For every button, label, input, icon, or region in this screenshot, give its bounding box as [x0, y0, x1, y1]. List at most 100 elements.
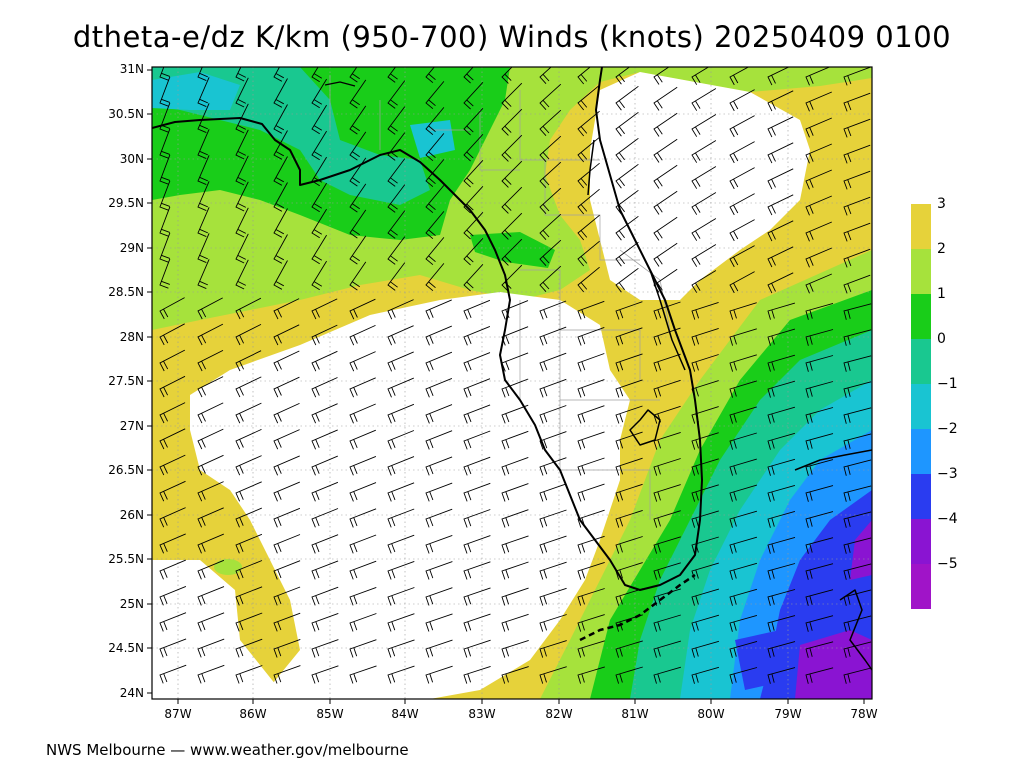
- wind-barb: [767, 641, 796, 658]
- wind-barb: [235, 533, 263, 554]
- wind-barb: [501, 108, 523, 136]
- wind-barb: [729, 271, 755, 294]
- wind-barb: [273, 182, 288, 212]
- wind-barb: [273, 78, 288, 108]
- wind-barb: [615, 215, 639, 241]
- wind-barb: [843, 381, 872, 398]
- wind-barb: [539, 135, 562, 163]
- wind-barb: [691, 380, 719, 398]
- wind-barb: [539, 265, 562, 293]
- wind-barb: [539, 352, 567, 372]
- wind-barb: [349, 183, 367, 213]
- wind-barb: [311, 534, 339, 554]
- wind-barb: [539, 239, 562, 267]
- wind-barb: [463, 535, 491, 554]
- wind-barb: [235, 207, 249, 238]
- wind-barb: [653, 67, 670, 85]
- wind-barb: [463, 107, 484, 136]
- wind-barb: [729, 354, 757, 372]
- wind-barb: [425, 263, 445, 292]
- wind-barb: [577, 300, 605, 320]
- wind-barb: [235, 612, 263, 632]
- wind-barb: [425, 613, 453, 632]
- wind-barb: [767, 458, 796, 476]
- wind-barb: [843, 144, 871, 164]
- wind-barb: [463, 185, 484, 214]
- wind-barb: [235, 323, 262, 346]
- wind-barb: [159, 258, 171, 289]
- wind-barb: [691, 536, 719, 554]
- wind-barb: [349, 639, 377, 658]
- wind-barb: [539, 587, 567, 606]
- wind-barb: [767, 90, 794, 112]
- wind-barb: [653, 536, 681, 554]
- wind-barb: [501, 352, 529, 372]
- wind-barb: [425, 81, 445, 110]
- wind-barb: [387, 665, 415, 684]
- wind-barb: [843, 511, 872, 528]
- wind-barb: [159, 454, 186, 476]
- wind-barb: [197, 67, 208, 82]
- wind-barb: [615, 431, 643, 450]
- wind-barb: [387, 560, 415, 580]
- wind-barb: [615, 327, 643, 346]
- wind-barb: [615, 353, 643, 372]
- wind-barb: [235, 560, 263, 580]
- wind-barb: [805, 355, 834, 372]
- wind-barb: [273, 560, 301, 580]
- wind-barb: [197, 376, 224, 398]
- wind-barb: [463, 211, 484, 240]
- wind-barb: [159, 585, 187, 606]
- wind-barb: [349, 298, 376, 320]
- wind-barb: [311, 508, 339, 528]
- wind-barb: [577, 67, 591, 85]
- wind-barb: [159, 349, 186, 372]
- wind-barb: [197, 323, 224, 346]
- wind-barb: [691, 432, 719, 450]
- wind-barb: [425, 133, 445, 162]
- wind-barb: [501, 300, 529, 320]
- wind-barb: [501, 134, 523, 162]
- wind-barb: [235, 297, 262, 320]
- wind-barb: [577, 110, 600, 137]
- wind-barb: [197, 259, 210, 290]
- wind-barb: [197, 233, 210, 264]
- wind-barb: [235, 155, 249, 186]
- wind-barb: [425, 351, 453, 372]
- wind-barb: [729, 640, 758, 658]
- lat-label: 29.5N: [108, 196, 144, 210]
- wind-barb: [349, 131, 367, 161]
- wind-barb: [767, 246, 794, 268]
- wind-barb: [463, 639, 491, 658]
- wind-barb: [159, 76, 171, 107]
- wind-barb: [501, 430, 529, 450]
- wind-barb: [311, 234, 327, 265]
- field-1to2-spot: [214, 559, 242, 575]
- wind-barb: [349, 429, 376, 450]
- lat-label: 30.5N: [108, 107, 144, 121]
- wind-barb: [159, 612, 187, 632]
- wind-barb: [843, 248, 871, 268]
- wind-barb: [501, 212, 523, 240]
- wind-barb: [387, 299, 414, 320]
- wind-barb: [729, 380, 757, 398]
- wind-barb: [273, 507, 301, 528]
- field-gt3-southwest: [152, 560, 280, 699]
- wind-barb: [197, 612, 225, 632]
- wind-barb: [767, 194, 794, 216]
- wind-barb: [273, 534, 301, 554]
- wind-barb: [653, 510, 681, 528]
- wind-barb: [463, 133, 484, 162]
- wind-barb: [197, 481, 224, 502]
- colorbar-m4tom3: [911, 474, 931, 519]
- wind-barb: [691, 140, 717, 163]
- wind-barb: [843, 222, 871, 242]
- wind-barb: [501, 483, 529, 502]
- wind-barb: [577, 162, 600, 189]
- wind-barb: [463, 299, 491, 320]
- wind-barb: [615, 379, 643, 398]
- wind-barb: [425, 561, 453, 580]
- wind-barb: [273, 455, 300, 476]
- wind-barb: [843, 274, 871, 294]
- wind-barb: [653, 431, 681, 450]
